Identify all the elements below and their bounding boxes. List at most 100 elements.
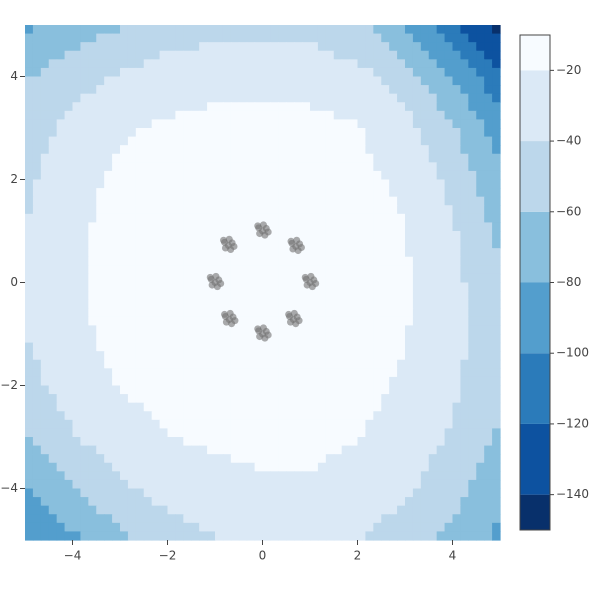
- contour-cell: [254, 25, 264, 35]
- contour-cell: [222, 522, 232, 533]
- contour-cell: [460, 437, 469, 447]
- contour-cell: [317, 376, 327, 387]
- contour-cell: [48, 213, 58, 224]
- contour-cell: [72, 334, 82, 344]
- contour-cell: [349, 153, 359, 163]
- contour-cell: [333, 33, 343, 43]
- contour-cell: [120, 265, 129, 275]
- contour-cell: [412, 359, 422, 369]
- contour-cell: [270, 50, 279, 60]
- contour-cell: [175, 205, 184, 215]
- contour-cell: [230, 93, 240, 103]
- contour-cell: [333, 462, 343, 472]
- contour-cell: [405, 351, 414, 361]
- contour-cell: [452, 93, 462, 103]
- contour-cell: [476, 428, 485, 438]
- contour-cell: [96, 488, 105, 498]
- contour-cell: [88, 213, 97, 224]
- contour-cell: [302, 162, 311, 172]
- contour-cell: [420, 145, 430, 155]
- contour-cell: [175, 282, 184, 292]
- contour-cell: [310, 342, 319, 352]
- contour-cell: [64, 59, 74, 69]
- contour-cell: [325, 76, 335, 86]
- colorbar-tick-label: −140: [556, 487, 589, 501]
- contour-cell: [230, 162, 240, 172]
- contour-cell: [373, 25, 382, 35]
- contour-cell: [167, 479, 177, 490]
- contour-cell: [32, 42, 42, 52]
- contour-cell: [64, 102, 74, 112]
- contour-cell: [460, 342, 469, 352]
- contour-cell: [365, 419, 374, 430]
- contour-cell: [325, 342, 335, 352]
- scatter-point: [290, 309, 298, 317]
- contour-cell: [254, 59, 264, 69]
- contour-cell: [80, 162, 89, 172]
- contour-cell: [151, 93, 161, 103]
- contour-cell: [80, 248, 89, 258]
- contour-cell: [389, 402, 398, 412]
- contour-cell: [325, 59, 335, 69]
- contour-cell: [349, 231, 359, 241]
- contour-cell: [373, 497, 382, 507]
- contour-cell: [183, 153, 192, 163]
- contour-cell: [40, 93, 50, 103]
- contour-cell: [135, 248, 145, 258]
- contour-cell: [230, 188, 240, 198]
- contour-cell: [452, 248, 462, 258]
- contour-cell: [72, 342, 82, 352]
- contour-cell: [484, 76, 493, 86]
- contour-cell: [373, 128, 382, 138]
- contour-cell: [104, 110, 113, 121]
- contour-cell: [72, 531, 82, 541]
- contour-cell: [238, 291, 248, 301]
- contour-cell: [159, 188, 169, 198]
- contour-cell: [246, 76, 256, 86]
- contour-cell: [389, 231, 398, 241]
- contour-cell: [452, 334, 462, 344]
- contour-cell: [476, 145, 485, 155]
- contour-cell: [120, 376, 129, 387]
- contour-cell: [40, 454, 50, 464]
- contour-cell: [302, 454, 311, 464]
- contour-cell: [159, 256, 169, 266]
- contour-cell: [254, 282, 264, 292]
- contour-cell: [112, 76, 121, 86]
- contour-cell: [238, 316, 248, 327]
- contour-cell: [357, 445, 367, 455]
- contour-cell: [25, 445, 34, 455]
- contour-cell: [436, 102, 446, 112]
- contour-cell: [32, 522, 42, 533]
- contour-cell: [167, 514, 177, 524]
- contour-cell: [56, 222, 66, 232]
- contour-cell: [333, 76, 343, 86]
- contour-cell: [72, 265, 82, 275]
- contour-cell: [32, 376, 42, 387]
- contour-cell: [238, 33, 248, 43]
- scatter-point: [285, 310, 293, 318]
- contour-cell: [175, 145, 184, 155]
- contour-cell: [325, 351, 335, 361]
- contour-cell: [412, 316, 422, 327]
- contour-cell: [484, 222, 493, 232]
- contour-cell: [468, 505, 477, 515]
- contour-cell: [310, 145, 319, 155]
- contour-cell: [215, 59, 224, 69]
- contour-cell: [159, 76, 169, 86]
- contour-cell: [64, 128, 74, 138]
- contour-cell: [365, 59, 374, 69]
- contour-cell: [294, 522, 303, 533]
- contour-cell: [127, 128, 137, 138]
- contour-cell: [452, 196, 462, 206]
- contour-cell: [262, 170, 272, 181]
- contour-cell: [112, 402, 121, 412]
- contour-cell: [48, 488, 58, 498]
- contour-cell: [40, 153, 50, 163]
- contour-cell: [286, 110, 295, 121]
- contour-cell: [151, 479, 161, 490]
- contour-cell: [143, 359, 153, 369]
- contour-cell: [492, 514, 501, 524]
- contour-cell: [120, 522, 129, 533]
- contour-cell: [64, 316, 74, 327]
